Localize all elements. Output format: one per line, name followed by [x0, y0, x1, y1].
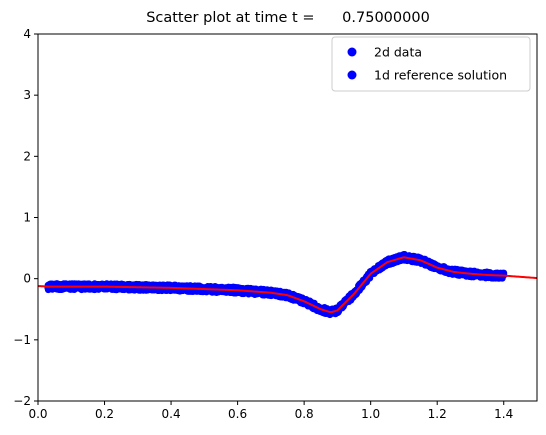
- plot-area: [38, 250, 537, 319]
- x-tick-label: 0.2: [95, 407, 114, 421]
- x-tick-label: 1.0: [361, 407, 380, 421]
- y-tick-label: 4: [23, 27, 31, 41]
- x-tick-label: 0.8: [295, 407, 314, 421]
- x-tick-label: 1.2: [428, 407, 447, 421]
- legend-marker: [347, 47, 357, 57]
- chart-title: Scatter plot at time t = 0.75000000: [146, 10, 430, 26]
- x-tick-label: 0.0: [28, 407, 47, 421]
- legend: 2d data 1d reference solution: [331, 36, 531, 92]
- legend-label: 2d data: [374, 45, 422, 60]
- y-tick-label: 3: [23, 88, 31, 102]
- legend-box: [331, 36, 531, 92]
- axes: 0.0 0.2 0.4 0.6 0.8 1.0 1.2 1.4 −2 −1 0 1 2 3 4: [13, 27, 538, 421]
- x-tick-label: 0.4: [162, 407, 181, 421]
- y-tick-label: 2: [23, 149, 31, 163]
- y-tick-label: 0: [23, 272, 31, 286]
- reference-solution-line: [38, 256, 537, 314]
- legend-marker: [347, 70, 357, 80]
- y-tick-label: −1: [13, 333, 31, 347]
- y-tick-label: 1: [23, 211, 31, 225]
- y-tick-label: −2: [13, 394, 31, 408]
- x-tick-label: 1.4: [494, 407, 513, 421]
- x-tick-label: 0.6: [228, 407, 247, 421]
- legend-label: 1d reference solution: [374, 68, 507, 83]
